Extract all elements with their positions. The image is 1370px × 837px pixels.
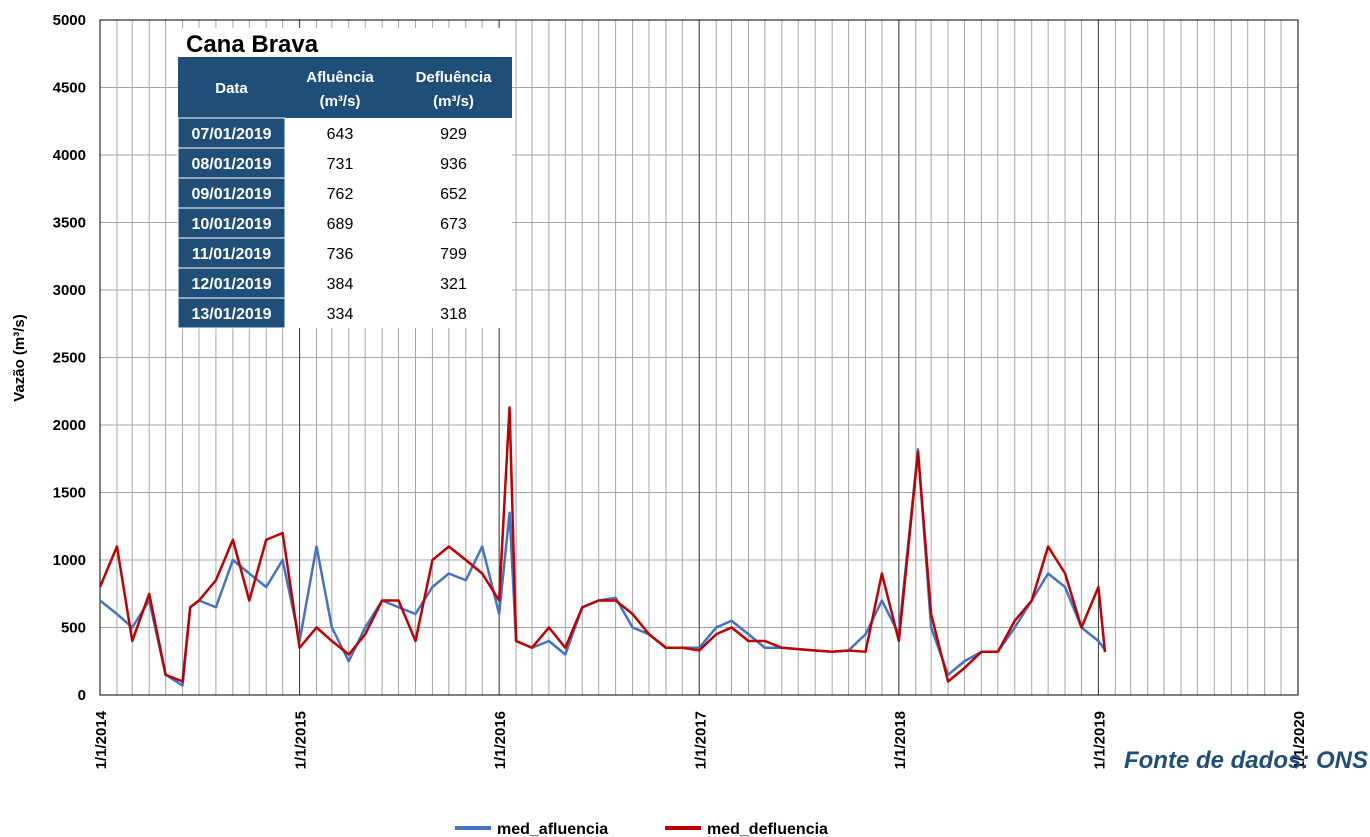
x-tick-label: 1/1/2014 [93,710,110,769]
table-cell: 731 [327,156,354,173]
y-tick-label: 2000 [53,417,86,434]
table-header: (m³/s) [320,93,361,110]
x-tick-label: 1/1/2015 [293,711,310,769]
table-cell: 10/01/2019 [191,216,271,233]
table-header: Data [215,80,248,97]
table-header: Afluência [306,69,374,86]
plot-frame [99,19,1299,696]
x-tick-label: 1/1/2019 [1091,711,1108,769]
y-tick-label: 3000 [53,282,86,299]
table-cell: 643 [327,126,354,143]
x-tick-label: 1/1/2018 [892,711,909,769]
table-cell: 762 [327,186,354,203]
table-date-cell [177,177,286,209]
table-cell: 08/01/2019 [191,156,271,173]
table-cell: 673 [440,216,467,233]
x-tick-label: 1/1/2017 [692,711,709,769]
legend-label: med_afluencia [497,821,608,837]
table-cell: 07/01/2019 [191,126,271,143]
table-header: (m³/s) [433,93,474,110]
y-tick-label: 1500 [53,485,86,502]
source-note: Fonte de dados: ONS [1124,747,1368,774]
table-cell: 334 [327,306,354,323]
y-tick-label: 0 [78,687,86,704]
x-tick-label: 1/1/2016 [492,711,509,769]
table-cell: 12/01/2019 [191,276,271,293]
y-tick-label: 4000 [53,147,86,164]
series-line [99,448,1106,687]
table-cell: 689 [327,216,354,233]
y-tick-label: 3500 [53,215,86,232]
table-date-cell [177,147,286,179]
table-cell: 799 [440,246,467,263]
y-tick-label: 2500 [53,350,86,367]
x-tick-label: 1/1/2020 [1291,711,1308,769]
table-date-cell [177,267,286,299]
table-cell: 11/01/2019 [192,246,271,263]
series-line [98,406,1107,683]
table-header-bg [178,57,512,118]
table-date-cell [177,117,286,149]
table-title: Cana Brava [186,31,319,58]
y-tick-label: 500 [61,620,86,637]
y-tick-label: 4500 [53,80,86,97]
table-cell: 09/01/2019 [191,186,271,203]
table-date-cell [177,297,286,329]
table-cell: 929 [440,126,467,143]
y-axis-label: Vazão (m³/s) [11,314,28,402]
table-header: Defluência [416,69,493,86]
y-tick-label: 5000 [53,12,86,29]
table-cell: 652 [440,186,467,203]
table-cell: 736 [327,246,354,263]
table-cell: 384 [327,276,354,293]
table-cell: 318 [440,306,467,323]
table-cell: 321 [440,276,467,293]
table-cell: 13/01/2019 [191,306,271,323]
legend-label: med_defluencia [707,821,828,837]
table-cell: 936 [440,156,467,173]
y-tick-label: 1000 [53,552,86,569]
